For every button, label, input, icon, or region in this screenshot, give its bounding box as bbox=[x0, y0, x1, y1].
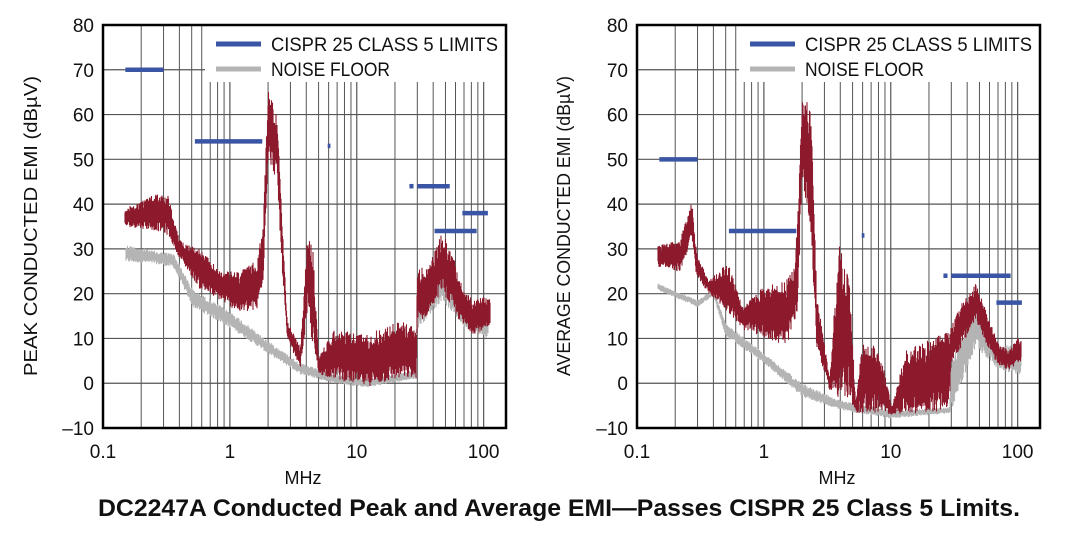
y-tick-label: 60 bbox=[607, 106, 628, 127]
y-tick-label: 10 bbox=[607, 329, 628, 350]
y-tick-label: 70 bbox=[73, 61, 94, 82]
y-tick-label: 40 bbox=[607, 195, 628, 216]
y-tick-label: 30 bbox=[607, 240, 628, 261]
legend-label-noise-floor: NOISE FLOOR bbox=[805, 60, 924, 81]
x-tick-label: 10 bbox=[880, 442, 901, 463]
y-tick-label: 70 bbox=[607, 61, 628, 82]
y-tick-label: 30 bbox=[73, 240, 94, 261]
x-tick-label: 0.1 bbox=[624, 442, 650, 463]
plot-frame bbox=[101, 23, 508, 430]
y-axis-label: AVERAGE CONDUCTED EMI (dBµV) bbox=[554, 76, 574, 376]
y-tick-label: 20 bbox=[607, 285, 628, 306]
y-tick-label: 80 bbox=[73, 16, 94, 37]
y-tick-label: –10 bbox=[62, 419, 94, 440]
y-tick-label: 60 bbox=[73, 106, 94, 127]
y-tick-label: 50 bbox=[607, 150, 628, 171]
x-tick-label: 10 bbox=[346, 442, 367, 463]
y-tick-label: –10 bbox=[596, 419, 628, 440]
x-tick-label: 100 bbox=[1002, 442, 1034, 463]
emi-trace bbox=[657, 102, 1022, 415]
y-tick-label: 50 bbox=[73, 150, 94, 171]
legend-label-limits: CISPR 25 CLASS 5 LIMITS bbox=[271, 35, 498, 56]
y-tick-label: 20 bbox=[73, 285, 94, 306]
x-tick-label: 0.1 bbox=[90, 442, 116, 463]
x-axis-label: MHz bbox=[285, 468, 322, 488]
x-tick-label: 100 bbox=[468, 442, 500, 463]
figure-title: DC2247A Conducted Peak and Average EMI—P… bbox=[98, 495, 1020, 522]
legend-label-noise-floor: NOISE FLOOR bbox=[271, 60, 390, 81]
x-tick-label: 1 bbox=[759, 442, 770, 463]
x-tick-label: 1 bbox=[225, 442, 236, 463]
y-tick-label: 40 bbox=[73, 195, 94, 216]
y-axis-label: PEAK CONDUCTED EMI (dBµV) bbox=[21, 76, 41, 376]
chart-average: –10 0 10 20 30 40 50 60 70 80 0.1 1 10 100 MHz AVERAGE … bbox=[554, 16, 1042, 488]
y-tick-label: 80 bbox=[607, 16, 628, 37]
legend-label-limits: CISPR 25 CLASS 5 LIMITS bbox=[805, 35, 1032, 56]
y-tick-label: 0 bbox=[617, 374, 628, 395]
y-tick-label: 0 bbox=[83, 374, 94, 395]
chart-peak: –10 0 10 20 30 40 50 60 70 80 0.1 1 10 100 MHz PEAK CON… bbox=[21, 16, 508, 488]
plot-frame bbox=[635, 23, 1042, 430]
y-tick-label: 10 bbox=[73, 329, 94, 350]
emi-trace bbox=[124, 92, 491, 386]
x-axis-label: MHz bbox=[819, 468, 856, 488]
